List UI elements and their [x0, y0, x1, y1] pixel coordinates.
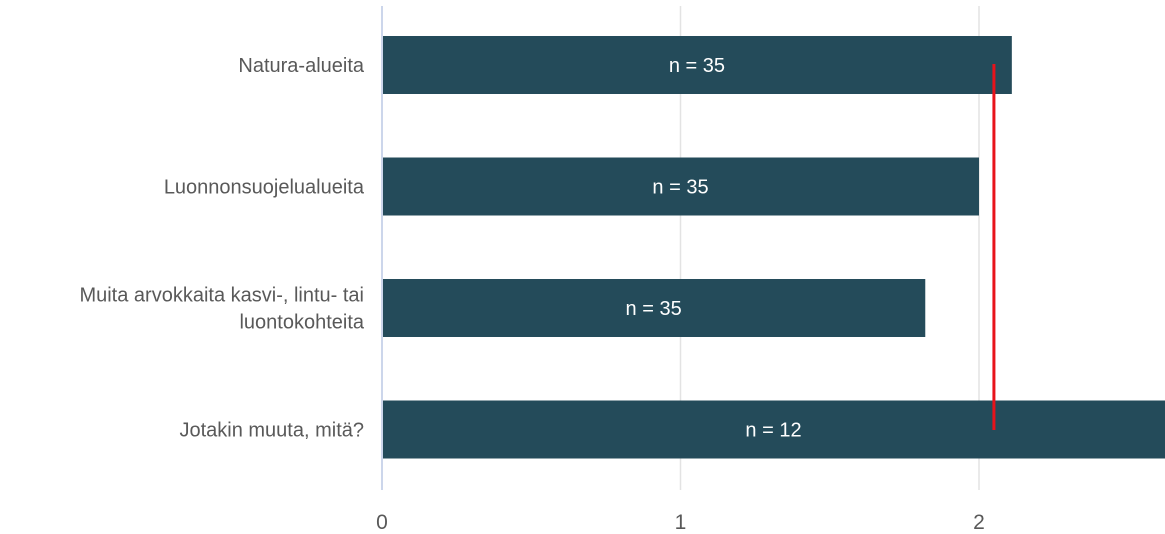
x-tick-label-1: 1	[675, 511, 687, 534]
category-label-line: Luonnonsuojelualueita	[164, 177, 365, 199]
bars: n = 35 n = 35 n = 35 n = 12	[382, 36, 1165, 459]
bar-data-label-4: n = 12	[745, 420, 801, 442]
category-label-line: Natura-alueita	[238, 55, 365, 77]
x-tick-label-2: 2	[973, 511, 985, 534]
bar-data-label-2: n = 35	[652, 177, 708, 199]
category-label-line: Jotakin muuta, mitä?	[179, 420, 364, 442]
bar-1	[382, 36, 1012, 94]
x-axis-tick-labels: 0 1 2	[376, 511, 985, 534]
category-label-1: Natura-alueita	[238, 55, 365, 77]
category-label-line: Muita arvokkaita kasvi-, lintu- tai	[79, 285, 364, 307]
category-labels: Natura-alueita Luonnonsuojelualueita Muita…	[79, 55, 364, 442]
category-label-line: luontokohteita	[239, 312, 364, 334]
category-label-3: Muita arvokkaita kasvi-, lintu- tai luont…	[79, 285, 364, 334]
x-tick-label-0: 0	[376, 511, 388, 534]
bar-data-label-1: n = 35	[669, 55, 725, 77]
bar-data-label-3: n = 35	[626, 298, 682, 320]
bar-2	[382, 157, 979, 216]
bar-3	[382, 279, 926, 337]
category-label-4: Jotakin muuta, mitä?	[179, 420, 364, 442]
category-label-2: Luonnonsuojelualueita	[164, 177, 365, 199]
bar-4	[382, 400, 1165, 459]
